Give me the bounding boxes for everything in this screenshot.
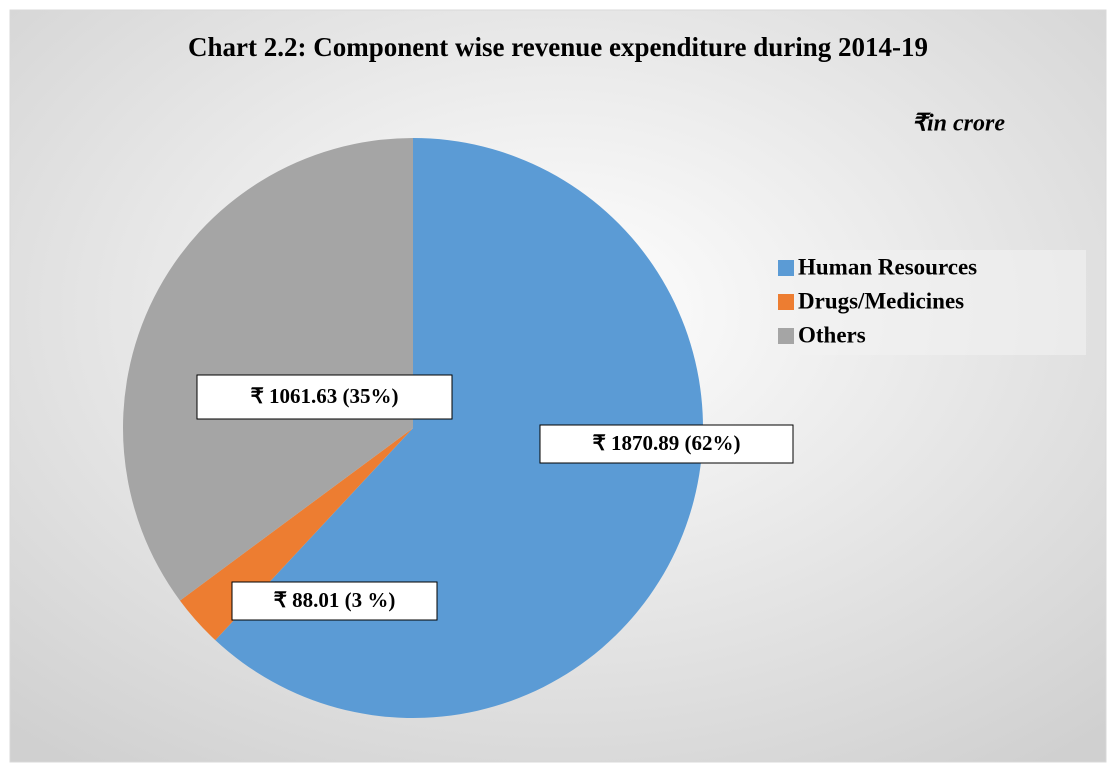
data-label: ₹ 1870.89 (62%) <box>592 431 740 455</box>
legend-swatch <box>778 294 794 310</box>
pie-slice <box>123 137 414 601</box>
data-label-box <box>231 581 438 621</box>
pie-slice <box>215 138 703 718</box>
legend-swatch <box>778 260 794 276</box>
legend-swatch <box>778 328 794 344</box>
chart-title: Chart 2.2: Component wise revenue expend… <box>188 32 928 62</box>
data-label-box <box>539 424 794 464</box>
subtitle: ₹in crore <box>912 111 1006 137</box>
data-label-box <box>196 374 453 420</box>
legend-box <box>770 250 1086 355</box>
data-label: ₹ 1061.63 (35%) <box>250 384 398 408</box>
data-label: ₹ 88.01 (3 %) <box>274 588 396 612</box>
legend-label: Human Resources <box>798 254 977 279</box>
legend-label: Others <box>798 322 866 347</box>
legend-label: Drugs/Medicines <box>798 288 964 313</box>
